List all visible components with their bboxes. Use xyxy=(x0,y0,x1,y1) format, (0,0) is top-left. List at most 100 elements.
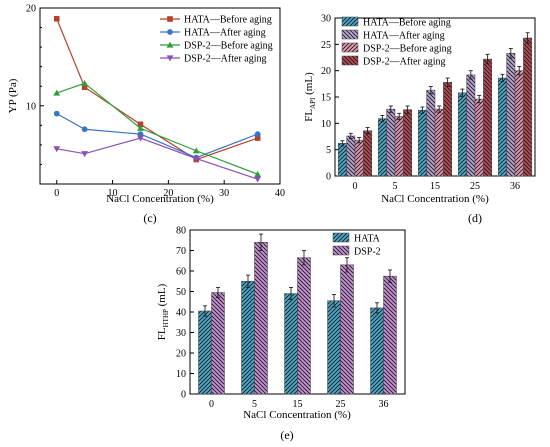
chart-c-point-1-0 xyxy=(53,110,60,117)
chart-d-ytick-label-30: 30 xyxy=(321,14,331,25)
chart-e-xtick-label-1: 5 xyxy=(252,399,257,410)
chart-e-bars xyxy=(198,233,397,395)
chart-c-legend-label-0: HATA—Before aging xyxy=(184,15,272,26)
chart-d: FLAPI (mL) NaCl Concentration (%) (d) 0 5… xyxy=(303,14,536,225)
chart-e-xtick-label-0: 0 xyxy=(209,399,214,410)
chart-c-axes: 10 20 0 10 20 30 40 xyxy=(26,4,285,200)
chart-d-legend-label-0: HATA—Before aging xyxy=(363,18,451,29)
chart-c-point-0-0 xyxy=(53,15,60,22)
chart-c-frame xyxy=(39,7,281,185)
chart-c-point-2-0 xyxy=(53,89,61,96)
chart-e-bar-1-0 xyxy=(211,292,225,395)
chart-e-ylabel-main: FL xyxy=(156,327,168,340)
chart-d-bar-0-2 xyxy=(417,109,427,177)
chart-d-legend-label-2: DSP-2—Before aging xyxy=(363,44,452,55)
chart-e-ylabel-sub: HTHP xyxy=(162,309,170,327)
chart-c-point-2-1 xyxy=(81,79,89,86)
chart-e-ytick-label-20: 20 xyxy=(176,349,186,360)
chart-e-ylabel-unit: (mL) xyxy=(156,283,168,309)
chart-c-legend-marker-0 xyxy=(167,16,173,22)
chart-c-legend-marker-2 xyxy=(166,41,174,48)
chart-d-bar-1-1 xyxy=(386,108,396,177)
chart-d-ylabel-unit: (mL) xyxy=(303,72,315,98)
chart-d-bar-0-0 xyxy=(337,143,347,177)
chart-c-point-2-2 xyxy=(137,124,144,131)
chart-c-legend-label-2: DSP-2—Before aging xyxy=(184,41,273,52)
chart-e-bar-0-0 xyxy=(198,310,212,395)
chart-d-legend-swatch-1 xyxy=(341,29,359,40)
chart-c-xtick-label-10: 10 xyxy=(108,188,118,199)
chart-d-ylabel-main: FL xyxy=(303,109,315,122)
chart-e-xtick-label-3: 25 xyxy=(336,399,346,410)
chart-d-bar-3-3 xyxy=(483,58,493,177)
chart-d-bar-0-4 xyxy=(497,77,507,177)
chart-e-ytick-label-70: 70 xyxy=(176,246,186,257)
chart-c-point-3-4 xyxy=(254,176,262,183)
chart-e-legend-swatch-0 xyxy=(332,232,350,243)
chart-e-ytick-label-30: 30 xyxy=(176,328,186,339)
chart-d-legend-label-3: DSP-2—After aging xyxy=(363,57,446,68)
chart-c-series-line-3 xyxy=(56,137,258,180)
chart-c-legend-marker-3 xyxy=(166,55,174,62)
chart-e-bar-0-3 xyxy=(327,300,341,395)
chart-e-xtick-label-2: 15 xyxy=(293,399,303,410)
chart-d-ytick-label-5: 5 xyxy=(326,145,331,156)
chart-e-ylabel: FLHTHP (mL) xyxy=(156,283,170,340)
chart-d-legend-label-1: HATA—After aging xyxy=(363,31,445,42)
chart-c-ytick-label-10: 10 xyxy=(26,101,36,112)
chart-e-legend-label-1: DSP-2 xyxy=(354,247,381,258)
chart-e-ytick-label-50: 50 xyxy=(176,287,186,298)
chart-c-point-2-4 xyxy=(254,170,262,177)
chart-c-point-3-0 xyxy=(53,146,61,153)
chart-c-ytick-label-20: 20 xyxy=(26,4,36,15)
chart-e: FLHTHP (mL) NaCl Concentration (%) (e) 0… xyxy=(156,226,406,442)
chart-d-bar-3-0 xyxy=(363,130,373,177)
chart-e-bar-1-1 xyxy=(254,242,268,395)
chart-e-xlabel: NaCl Concentration (%) xyxy=(243,409,351,421)
chart-e-bar-1-3 xyxy=(340,264,354,395)
chart-c-legend: HATA—Before aging HATA—After aging DSP-2—B… xyxy=(160,15,273,65)
chart-d-bar-1-4 xyxy=(506,53,516,177)
chart-c: YP (Pa) NaCl Concentration (%) (c) 10 20 0… xyxy=(7,4,285,226)
chart-d-bar-3-2 xyxy=(443,82,453,177)
chart-d-bar-2-2 xyxy=(434,108,444,177)
chart-d-xtick-label-2: 15 xyxy=(430,181,440,192)
chart-c-xtick-label-40: 40 xyxy=(275,188,285,199)
chart-c-point-3-2 xyxy=(137,135,144,142)
chart-e-bar-0-1 xyxy=(241,281,255,395)
chart-d-bar-3-4 xyxy=(523,37,533,177)
chart-e-legend-label-0: HATA xyxy=(354,234,381,245)
chart-d-ytick-label-15: 15 xyxy=(321,93,331,104)
chart-e-legend-swatch-1 xyxy=(332,245,350,256)
chart-c-point-1-1 xyxy=(81,126,88,133)
chart-d-bar-0-1 xyxy=(377,118,387,177)
chart-d-bar-2-3 xyxy=(474,98,484,177)
chart-e-bar-0-4 xyxy=(370,307,384,395)
chart-e-panel-label: (e) xyxy=(280,428,293,442)
chart-d-ytick-label-0: 0 xyxy=(326,172,331,183)
chart-d-bar-3-1 xyxy=(403,109,413,177)
chart-c-xtick-label-0: 0 xyxy=(54,188,59,199)
chart-d-ytick-label-25: 25 xyxy=(321,40,331,51)
chart-d-ytick-label-20: 20 xyxy=(321,66,331,77)
chart-d-bars xyxy=(337,32,533,177)
chart-e-ytick-label-0: 0 xyxy=(181,390,186,401)
chart-c-legend-label-1: HATA—After aging xyxy=(184,28,266,39)
chart-d-bar-2-4 xyxy=(514,70,524,177)
chart-c-panel-label: (c) xyxy=(143,211,156,225)
chart-c-point-0-1 xyxy=(81,84,88,90)
chart-d-bar-2-1 xyxy=(394,116,404,177)
chart-e-xtick-label-4: 36 xyxy=(379,399,389,410)
chart-d-ylabel-sub: API xyxy=(309,97,317,109)
chart-c-ylabel: YP (Pa) xyxy=(7,78,19,113)
chart-c-legend-label-3: DSP-2—After aging xyxy=(184,54,267,65)
chart-e-legend: HATA DSP-2 xyxy=(332,232,381,258)
chart-d-legend-swatch-2 xyxy=(341,42,359,53)
chart-e-ytick-label-80: 80 xyxy=(176,226,186,237)
chart-c-point-0-2 xyxy=(137,121,144,128)
chart-d-xtick-label-1: 5 xyxy=(393,181,398,192)
chart-e-ytick-label-10: 10 xyxy=(176,369,186,380)
chart-c-xtick-label-20: 20 xyxy=(163,188,173,199)
chart-c-series xyxy=(53,15,262,183)
chart-c-xlabel: NaCl Concentration (%) xyxy=(106,193,214,205)
